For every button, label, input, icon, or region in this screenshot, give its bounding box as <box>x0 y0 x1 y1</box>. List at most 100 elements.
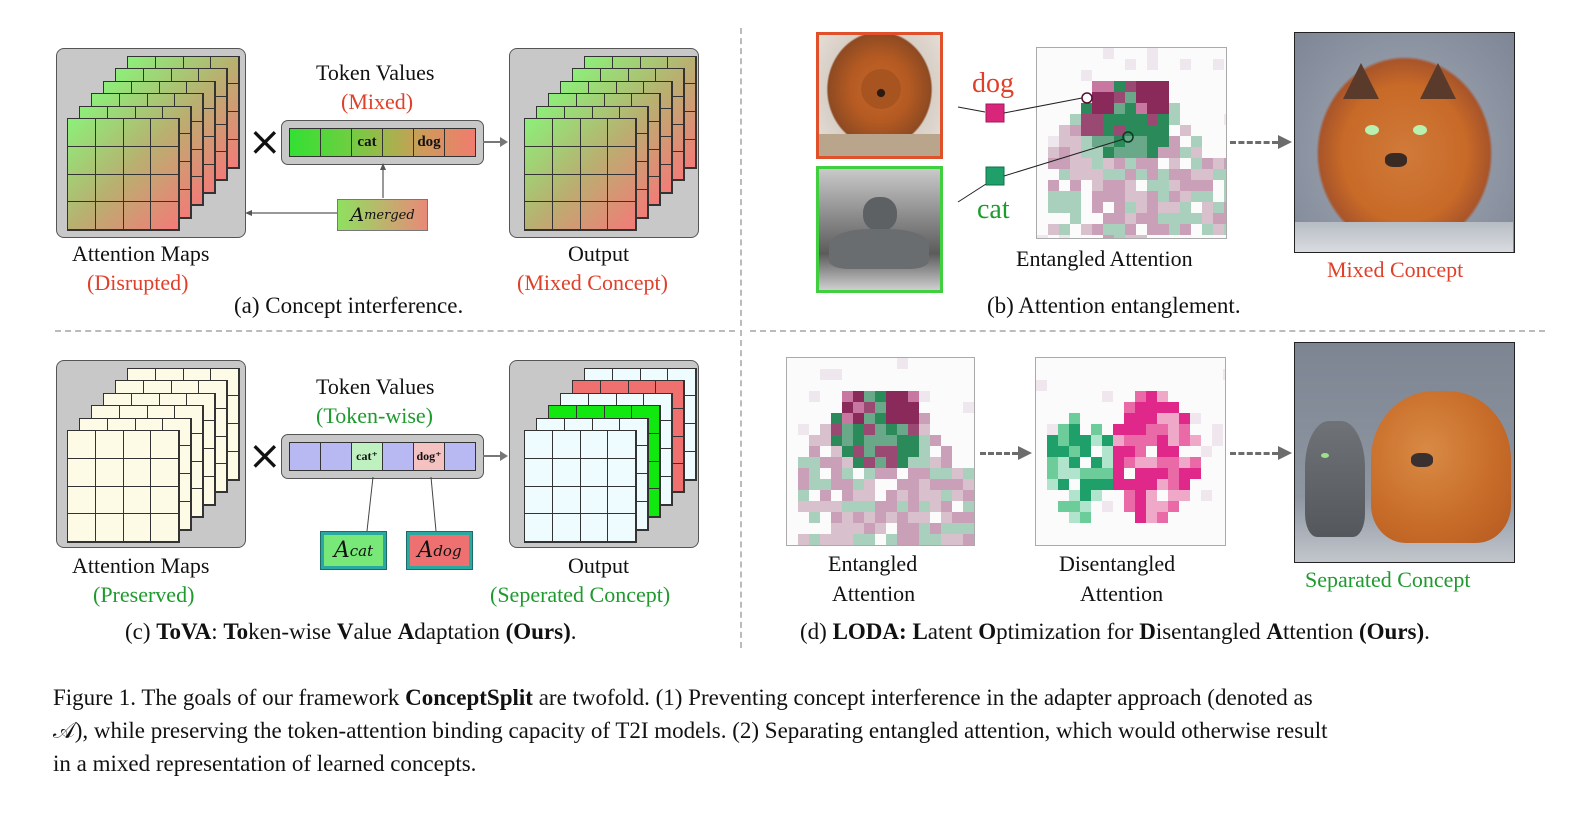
attention-pixel <box>1125 114 1136 125</box>
attention-pixel <box>897 435 908 446</box>
attention-pixel <box>1081 125 1092 136</box>
grid-cell <box>123 458 152 487</box>
attention-pixel <box>1135 501 1146 512</box>
attention-pixel <box>1158 147 1169 158</box>
attention-pixel <box>1081 158 1092 169</box>
attention-pixel <box>1114 235 1125 238</box>
grid-cell <box>68 514 96 542</box>
attention-pixel <box>1114 147 1125 158</box>
attention-pixel <box>1147 191 1158 202</box>
cat-attention-point <box>1122 131 1134 143</box>
attention-pixel <box>820 457 831 468</box>
caption-segment: LODA: <box>832 619 913 644</box>
entangled-label-line1: Entangled <box>828 551 918 576</box>
attention-pixel <box>1080 501 1091 512</box>
attention-pixel <box>1047 479 1058 490</box>
attention-pixel <box>919 490 930 501</box>
attention-pixel <box>908 457 919 468</box>
attention-pixel <box>963 490 974 501</box>
separated-concept-label: Separated Concept <box>1305 567 1471 592</box>
attention-pixel <box>1147 136 1158 147</box>
grid-cell <box>608 119 636 147</box>
cat-head <box>863 197 897 231</box>
attention-pixel <box>919 424 930 435</box>
attention-pixel <box>897 523 908 534</box>
attention-pixel <box>1157 501 1168 512</box>
attention-pixel <box>919 501 930 512</box>
attention-pixel <box>1135 468 1146 479</box>
attention-pixel <box>1091 435 1102 446</box>
attention-pixel <box>1125 59 1136 70</box>
caption-segment: A <box>397 619 415 644</box>
attention-pixel <box>1124 424 1135 435</box>
attention-pixel <box>831 523 842 534</box>
mixed-concept-image <box>1294 32 1515 253</box>
attention-pixel <box>1147 48 1158 59</box>
attention-pixel <box>864 490 875 501</box>
attention-pixel <box>1168 457 1179 468</box>
attention-pixel <box>875 413 886 424</box>
attention-pixel <box>1135 479 1146 490</box>
attention-pixel <box>1113 468 1124 479</box>
grid-cell <box>552 119 581 147</box>
attention-pixel <box>1125 103 1136 114</box>
attention-pixel <box>908 468 919 479</box>
attention-pixel <box>1136 136 1147 147</box>
grid-cell <box>552 146 581 175</box>
attention-pixel <box>1179 490 1190 501</box>
attention-pixel <box>1092 191 1103 202</box>
attention-pixel <box>1168 479 1179 490</box>
attention-pixel <box>897 457 908 468</box>
attention-pixel <box>897 479 908 490</box>
grid-cell <box>608 202 636 230</box>
attention-pixel <box>1081 136 1092 147</box>
attention-pixel <box>1092 114 1103 125</box>
attention-pixel <box>1103 235 1114 238</box>
attention-pixel <box>853 413 864 424</box>
grid-cell <box>608 431 636 459</box>
caption-segment: isentangled <box>1155 619 1267 644</box>
dog-photo-connector <box>957 106 986 113</box>
grid-cell <box>525 202 553 230</box>
attention-pixel <box>1114 180 1125 191</box>
token-cell <box>383 443 414 470</box>
grid-cell <box>608 174 636 203</box>
attention-pixel <box>1047 446 1058 457</box>
caption-text: are twofold. (1) Preventing concept inte… <box>532 685 1313 710</box>
attention-pixel <box>853 391 864 402</box>
attention-map-a-layer <box>67 118 180 231</box>
attention-pixel <box>1103 125 1114 136</box>
arrow-to-disentangled <box>980 452 1018 455</box>
token-values-state-a: (Mixed) <box>341 89 414 114</box>
attention-pixel <box>842 391 853 402</box>
caption-segment: ptimization for <box>996 619 1140 644</box>
disentangled-label-line2: Attention <box>1080 581 1164 606</box>
figure-caption-line3: in a mixed representation of learned con… <box>53 751 477 776</box>
figure-caption-line2: 𝒜), while preserving the token-attention… <box>53 718 1328 743</box>
attention-pixel <box>1103 213 1114 224</box>
attention-pixel <box>919 523 930 534</box>
grid-cell <box>95 514 124 542</box>
attention-pixel <box>1047 457 1058 468</box>
attention-pixel <box>1114 169 1125 180</box>
attention-pixel <box>1135 490 1146 501</box>
token-values-title-a: Token Values <box>316 60 435 85</box>
attention-pixel <box>908 479 919 490</box>
grid-cell <box>68 119 96 147</box>
attention-pixel <box>1113 424 1124 435</box>
multiply-icon-c: × <box>248 433 282 479</box>
attention-pixel <box>963 523 974 534</box>
attention-pixel <box>1147 180 1158 191</box>
attention-pixel <box>853 512 864 523</box>
output-map-c-layer <box>524 430 637 543</box>
attention-pixel <box>930 534 941 545</box>
vertical-divider <box>740 28 742 648</box>
horizontal-divider-left <box>55 330 735 332</box>
attention-pixel <box>798 457 809 468</box>
attention-pixel <box>1036 380 1047 391</box>
grid-cell <box>68 458 96 487</box>
attention-pixel <box>1179 479 1190 490</box>
attention-pixel <box>1180 180 1191 191</box>
caption-segment: To <box>223 619 249 644</box>
attention-pixel <box>941 446 952 457</box>
